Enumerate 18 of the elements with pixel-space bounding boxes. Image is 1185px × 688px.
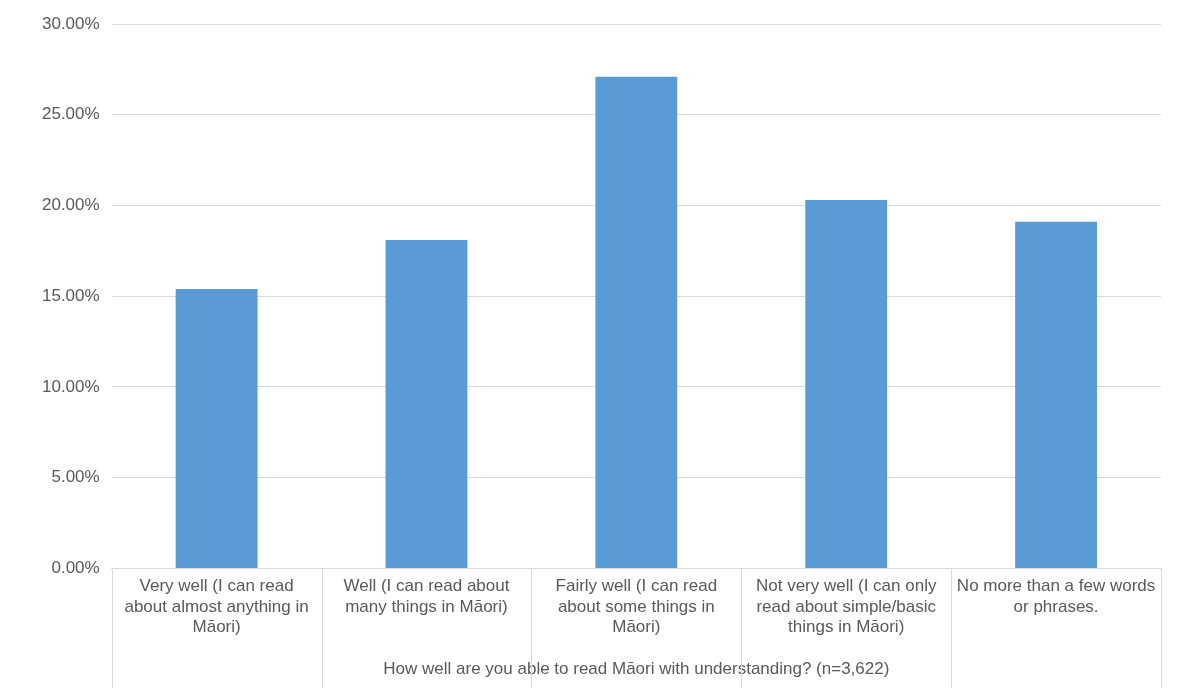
bar — [385, 239, 468, 568]
bar — [1015, 221, 1097, 568]
y-tick-label: 30.00% — [41, 13, 100, 33]
x-tick-label: Well (I can read about many things in Māori) — [343, 576, 510, 616]
x-tick-label: No more than a few words or phrases. — [956, 576, 1156, 616]
bar — [805, 200, 888, 568]
y-tick-label: 15.00% — [41, 285, 100, 305]
y-tick-label: 5.00% — [51, 467, 100, 487]
bar — [175, 288, 258, 568]
x-tick-label: Fairly well (I can read about some things in Māori) — [555, 576, 718, 637]
x-axis-title: How well are you able to read Māori with understanding? (n=3,622) — [383, 659, 890, 679]
bar — [595, 76, 678, 568]
y-tick-label: 20.00% — [41, 195, 100, 215]
x-tick-label: Not very well (I can only read about simple/basic things in Māori) — [755, 576, 937, 637]
y-tick-label: 10.00% — [41, 376, 100, 396]
y-tick-label: 0.00% — [51, 558, 100, 578]
y-tick-label: 25.00% — [41, 104, 100, 124]
x-tick-label: Very well (I can read about almost anything in Māori) — [124, 576, 309, 637]
